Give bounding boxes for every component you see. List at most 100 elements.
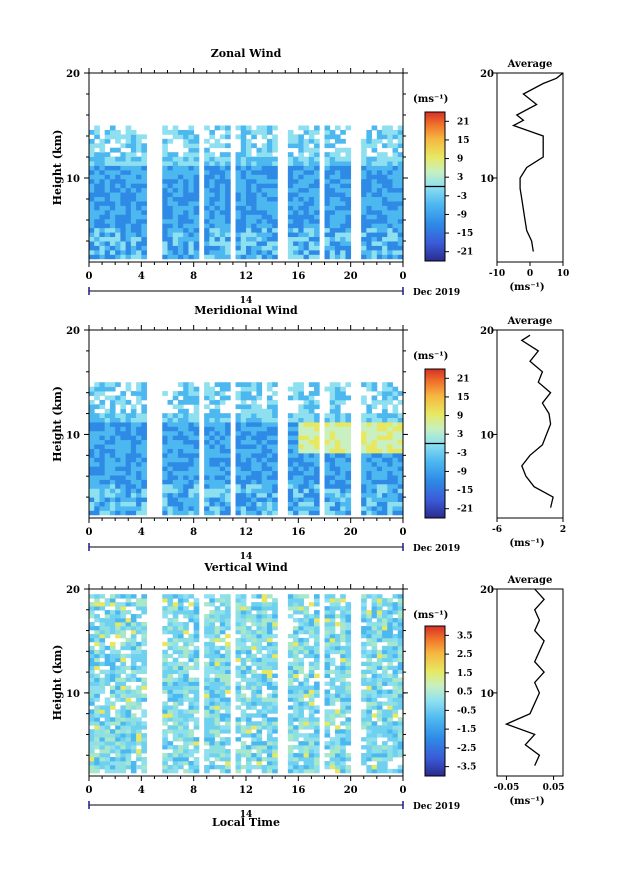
heatmap-cell xyxy=(167,245,174,251)
heatmap-cell xyxy=(115,745,121,750)
heatmap-cell xyxy=(340,457,346,463)
heatmap-cell xyxy=(219,701,226,706)
heatmap-cell xyxy=(366,637,372,643)
heatmap-cell xyxy=(392,729,399,734)
heatmap-cell xyxy=(104,709,111,714)
heatmap-cell xyxy=(293,232,299,238)
heatmap-cell xyxy=(167,681,174,686)
heatmap-cell xyxy=(256,218,263,224)
heatmap-cell xyxy=(366,254,372,260)
heatmap-cell xyxy=(130,649,137,655)
heatmap-cell xyxy=(204,681,210,686)
heatmap-cell xyxy=(334,395,341,401)
heatmap-cell xyxy=(130,645,137,651)
heatmap-cell xyxy=(298,174,304,180)
heatmap-cell xyxy=(340,733,346,738)
heatmap-cell xyxy=(345,236,352,242)
heatmap-cell xyxy=(240,399,247,405)
heatmap-cell xyxy=(209,705,215,710)
heatmap-cell xyxy=(162,391,168,396)
heatmap-cell xyxy=(183,725,189,730)
heatmap-cell xyxy=(183,214,189,220)
heatmap-cell xyxy=(104,422,111,427)
heatmap-cell xyxy=(361,510,367,516)
heatmap-cell xyxy=(334,693,341,698)
heatmap-cell xyxy=(324,645,331,651)
heatmap-cell xyxy=(240,138,247,144)
heatmap-cell xyxy=(109,618,116,623)
heatmap-cell xyxy=(125,218,132,224)
heatmap-cell xyxy=(251,685,257,690)
heatmap-cell xyxy=(308,249,315,255)
heatmap-cell xyxy=(308,721,315,726)
heatmap-cell xyxy=(392,497,399,503)
heatmap-cell xyxy=(225,685,231,690)
heatmap-cell xyxy=(397,501,404,507)
heatmap-cell xyxy=(136,214,142,220)
heatmap-cell xyxy=(308,187,315,193)
heatmap-cell xyxy=(193,430,200,436)
heatmap-cell xyxy=(345,187,352,193)
heatmap-cell xyxy=(387,725,393,730)
heatmap-cell xyxy=(193,386,200,392)
heatmap-cell xyxy=(308,236,315,242)
average-y-tick-label: 20 xyxy=(480,585,494,596)
heatmap-cell xyxy=(204,382,210,388)
heatmap-cell xyxy=(366,713,372,718)
heatmap-cell xyxy=(251,192,257,198)
heatmap-cell xyxy=(272,768,278,774)
heatmap-cell xyxy=(371,241,378,246)
heatmap-cell xyxy=(89,657,95,663)
heatmap-cell xyxy=(104,152,111,158)
heatmap-cell xyxy=(376,466,383,472)
colorbar xyxy=(424,625,446,777)
heatmap-cell xyxy=(298,435,304,441)
heatmap-cell xyxy=(167,187,174,193)
heatmap-cell xyxy=(172,165,179,171)
heatmap-cell xyxy=(141,709,147,714)
heatmap-cell xyxy=(371,422,378,427)
heatmap-cell xyxy=(162,152,168,158)
heatmap-cell xyxy=(193,232,200,238)
heatmap-cell xyxy=(251,697,257,702)
heatmap-cell xyxy=(115,254,121,260)
heatmap-cell xyxy=(387,448,393,454)
heatmap-cell xyxy=(141,657,147,663)
heatmap-cell xyxy=(193,697,200,702)
heatmap-cell xyxy=(303,143,310,149)
heatmap-cell xyxy=(324,134,331,140)
heatmap-cell xyxy=(130,214,137,220)
heatmap-cell xyxy=(125,187,132,193)
heatmap-cell xyxy=(235,645,242,651)
heatmap-cell xyxy=(324,245,331,251)
heatmap-cell xyxy=(240,156,247,162)
heatmap-cell xyxy=(345,725,352,730)
heatmap-cell xyxy=(89,497,95,503)
heatmap-cell xyxy=(376,637,383,643)
heatmap-cell xyxy=(183,497,189,503)
heatmap-cell xyxy=(293,725,299,730)
heatmap-cell xyxy=(261,721,268,726)
heatmap-cell xyxy=(272,241,278,246)
heatmap-cell xyxy=(120,689,127,694)
heatmap-cell xyxy=(89,610,95,615)
heatmap-cell xyxy=(308,697,315,702)
heatmap-cell xyxy=(172,483,179,489)
heatmap-cell xyxy=(188,156,195,162)
heatmap-cell xyxy=(382,760,388,766)
heatmap-cell xyxy=(266,232,273,238)
heatmap-cell xyxy=(141,721,147,726)
heatmap-cell xyxy=(104,669,111,675)
heatmap-cell xyxy=(109,161,116,166)
heatmap-cell xyxy=(225,721,231,726)
heatmap-cell xyxy=(204,665,210,671)
heatmap-cell xyxy=(209,187,215,193)
heatmap-cell xyxy=(136,452,142,458)
heatmap-cell xyxy=(204,729,210,734)
heatmap-cell xyxy=(172,753,179,758)
heatmap-cell xyxy=(130,483,137,489)
x-tick-label: 16 xyxy=(291,271,305,282)
heatmap-cell xyxy=(287,689,294,694)
heatmap-cell xyxy=(345,625,352,631)
heatmap-cell xyxy=(188,382,195,388)
